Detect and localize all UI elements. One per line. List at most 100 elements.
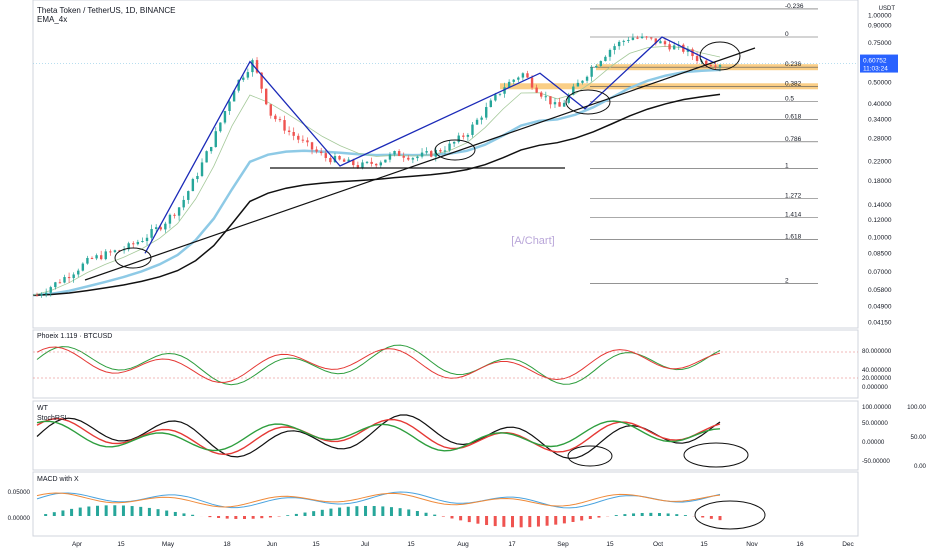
candle-body [173,215,175,216]
candle-body [403,156,405,158]
candle-body [586,77,588,81]
zigzag-pattern[interactable] [85,37,755,280]
macd-bar [597,516,600,518]
candle-body [522,73,524,77]
time-tick-label: Jul [361,541,370,548]
macd-bar [269,516,272,517]
macd-bar [182,513,185,516]
candle-body [719,65,721,67]
candle-body [224,111,226,123]
candle-body [210,147,212,151]
macd-bar [79,508,82,516]
price-tick-label: 0.22000 [868,159,892,166]
phoenix-pane-frame [33,330,858,398]
candle-body [338,156,340,159]
macd-bar [667,513,670,516]
candle-body [517,78,519,80]
time-tick-label: Nov [746,541,758,548]
macd-bar [615,515,618,516]
price-tick-label: 0.28000 [868,135,892,142]
candle-body [439,150,441,151]
time-tick-label: Apr [72,541,83,548]
candle-body [416,157,418,158]
macd-bar [416,511,419,516]
macd-bar [459,516,462,520]
macd-bar [122,506,125,516]
candle-body [265,89,267,105]
main-pane-frame [33,0,858,328]
time-tick-label: 16 [796,541,804,548]
candle-body [595,66,597,68]
candle-body [343,159,345,161]
macd-bar [44,514,47,516]
macd-bar [139,507,142,516]
fib-label: 2 [785,278,789,285]
macd-bar [641,513,644,516]
candle-body [283,120,285,131]
candle-body [91,258,93,259]
candle-body [412,158,414,159]
price-tick-label: 0.04150 [868,319,892,326]
candle-body [196,176,198,179]
candle-body [467,135,469,137]
candle-body [297,136,299,140]
candle-body [40,294,42,295]
candle-body [604,57,606,61]
candle-body [545,96,547,97]
price-tick-label: 0.04900 [868,303,892,310]
macd-bar [61,510,64,516]
wt-tick-right: 0.00 [914,463,927,470]
candle-body [476,120,478,125]
candle-body [641,36,643,38]
candle-body [270,104,272,115]
candle-body [361,162,363,167]
highlight-ellipse [115,248,151,268]
candle-body [45,293,47,295]
macd-bar [234,516,237,519]
candle-body [389,154,391,159]
candle-body [673,45,675,49]
candle-body [219,123,221,132]
candle-body [315,149,317,151]
candle-body [590,68,592,77]
candle-body [54,282,56,287]
candle-body [160,227,162,229]
candle-body [109,251,111,252]
macd-bar [658,513,661,516]
macd-bar [364,506,367,516]
indicator-panes: 80.00000040.00000020.0000000.000000100.0… [8,345,927,529]
macd-bar [191,515,194,516]
macd-bar [537,516,540,527]
time-tick-label: Jun [267,541,278,548]
macd-bar [390,507,393,516]
candle-body [462,136,464,137]
candle-body [311,142,313,149]
macd-bar [96,506,99,516]
price-axis[interactable]: 1.000000.900000.750000.600000.500000.400… [33,6,898,326]
candle-body [279,119,281,120]
macd-bar [433,515,436,516]
candle-body [302,140,304,141]
macd-bar [304,513,307,516]
macd-bar [286,515,289,516]
candle-body [581,81,583,83]
candle-body [100,255,102,259]
macd-bar [208,516,211,517]
candle-body [609,50,611,57]
price-tick-label: 0.18000 [868,178,892,185]
candle-body [554,102,556,104]
phoenix-tick: 20.000000 [862,375,892,382]
price-tick-label: 0.05800 [868,287,892,294]
candle-body [357,165,359,167]
candle-body [458,136,460,142]
macd-bar [295,514,298,516]
candle-body [292,132,294,136]
candle-body [714,66,716,67]
macd-bar [710,516,713,519]
candle-body [384,160,386,163]
candle-body [178,207,180,215]
candle-body [531,78,533,88]
